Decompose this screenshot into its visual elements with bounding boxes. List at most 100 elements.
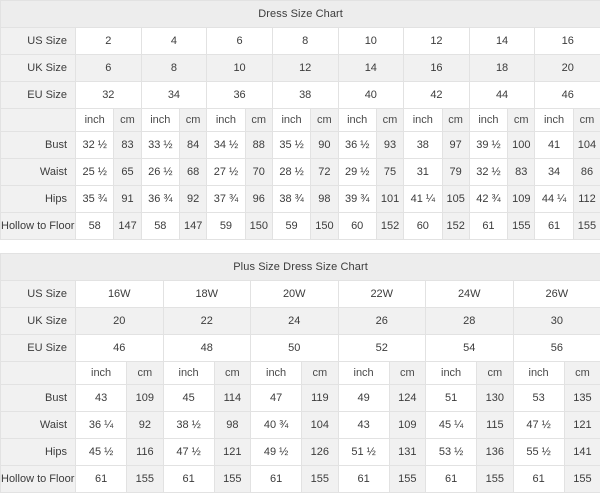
measurement-cell: 155 (477, 466, 513, 493)
size-cell: 20 (76, 308, 164, 335)
measurement-cell: 61 (163, 466, 214, 493)
measurement-cell: 100 (508, 132, 535, 159)
chart-title-row: Dress Size Chart (1, 1, 600, 28)
measurement-cell: 61 (535, 213, 573, 240)
measurement-cell: 44 ¼ (535, 186, 573, 213)
chart-title: Plus Size Dress Size Chart (1, 254, 600, 281)
measurement-cell: 119 (302, 385, 338, 412)
measurement-cell: 51 ½ (338, 439, 389, 466)
unit-header-cell: cm (214, 362, 250, 385)
unit-header-cell: cm (508, 109, 535, 132)
size-cell: 8 (141, 55, 207, 82)
size-cell: 22W (338, 281, 426, 308)
size-cell: 10 (338, 28, 404, 55)
measurement-cell: 43 (338, 412, 389, 439)
measurement-cell: 97 (442, 132, 469, 159)
measurement-cell: 61 (338, 466, 389, 493)
unit-header-cell: inch (251, 362, 302, 385)
size-cell: 6 (207, 28, 273, 55)
row-label: UK Size (1, 308, 76, 335)
measurement-cell: 104 (573, 132, 600, 159)
measurement-cell: 35 ½ (272, 132, 310, 159)
row-label: US Size (1, 28, 76, 55)
measurement-cell: 83 (114, 132, 141, 159)
measurement-cell: 45 ½ (76, 439, 127, 466)
size-cell: 10 (207, 55, 273, 82)
measurement-cell: 39 ¾ (338, 186, 376, 213)
measurement-cell: 152 (442, 213, 469, 240)
unit-header-cell: cm (442, 109, 469, 132)
measurement-cell: 32 ½ (76, 132, 114, 159)
measurement-cell: 109 (508, 186, 535, 213)
measurement-cell: 147 (114, 213, 141, 240)
size-cell: 54 (426, 335, 514, 362)
unit-header-cell: cm (389, 362, 425, 385)
size-cell: 52 (338, 335, 426, 362)
measurement-cell: 116 (127, 439, 163, 466)
measurement-cell: 41 ¼ (404, 186, 442, 213)
measurement-cell: 60 (404, 213, 442, 240)
measurement-cell: 147 (180, 213, 207, 240)
measurement-cell: 27 ½ (207, 159, 245, 186)
measurement-cell: 84 (180, 132, 207, 159)
measurement-cell: 155 (573, 213, 600, 240)
measurement-cell: 112 (573, 186, 600, 213)
measurement-cell: 126 (302, 439, 338, 466)
measurement-cell: 58 (76, 213, 114, 240)
measurement-cell: 92 (127, 412, 163, 439)
size-cell: 42 (404, 82, 470, 109)
measurement-cell: 101 (376, 186, 403, 213)
row-label: Waist (1, 412, 76, 439)
measurement-cell: 152 (376, 213, 403, 240)
unit-header-cell: inch (163, 362, 214, 385)
measurement-cell: 33 ½ (141, 132, 179, 159)
measurement-cell: 38 (404, 132, 442, 159)
measurement-cell: 47 ½ (163, 439, 214, 466)
unit-header-cell: cm (573, 109, 600, 132)
size-cell: 44 (469, 82, 535, 109)
measurement-cell: 88 (245, 132, 272, 159)
measurement-cell: 42 ¾ (469, 186, 507, 213)
measurement-cell: 36 ¾ (141, 186, 179, 213)
unit-header-cell: inch (426, 362, 477, 385)
row-label: US Size (1, 281, 76, 308)
size-cell: 46 (535, 82, 600, 109)
measurement-cell: 55 ½ (513, 439, 564, 466)
unit-header-cell: cm (127, 362, 163, 385)
unit-header-cell: inch (513, 362, 564, 385)
unit-header-cell: inch (404, 109, 442, 132)
measurement-cell: 34 ½ (207, 132, 245, 159)
measurement-cell: 75 (376, 159, 403, 186)
chart-title-row: Plus Size Dress Size Chart (1, 254, 600, 281)
measurement-cell: 49 ½ (251, 439, 302, 466)
measurement-cell: 45 (163, 385, 214, 412)
unit-header-cell: inch (76, 109, 114, 132)
unit-header-cell: cm (376, 109, 403, 132)
size-cell: 26 (338, 308, 426, 335)
measurement-cell: 65 (114, 159, 141, 186)
unit-header-cell: inch (272, 109, 310, 132)
unit-header-cell: inch (207, 109, 245, 132)
size-cell: 30 (513, 308, 600, 335)
size-cell: 16 (404, 55, 470, 82)
size-cell: 18W (163, 281, 251, 308)
measurement-cell: 155 (389, 466, 425, 493)
measurement-cell: 61 (469, 213, 507, 240)
measurement-cell: 58 (141, 213, 179, 240)
row-label: UK Size (1, 55, 76, 82)
measurement-cell: 91 (114, 186, 141, 213)
size-cell: 24 (251, 308, 339, 335)
measurement-cell: 90 (311, 132, 338, 159)
measurement-cell: 68 (180, 159, 207, 186)
measurement-cell: 37 ¾ (207, 186, 245, 213)
size-cell: 22 (163, 308, 251, 335)
unit-header-cell: inch (76, 362, 127, 385)
